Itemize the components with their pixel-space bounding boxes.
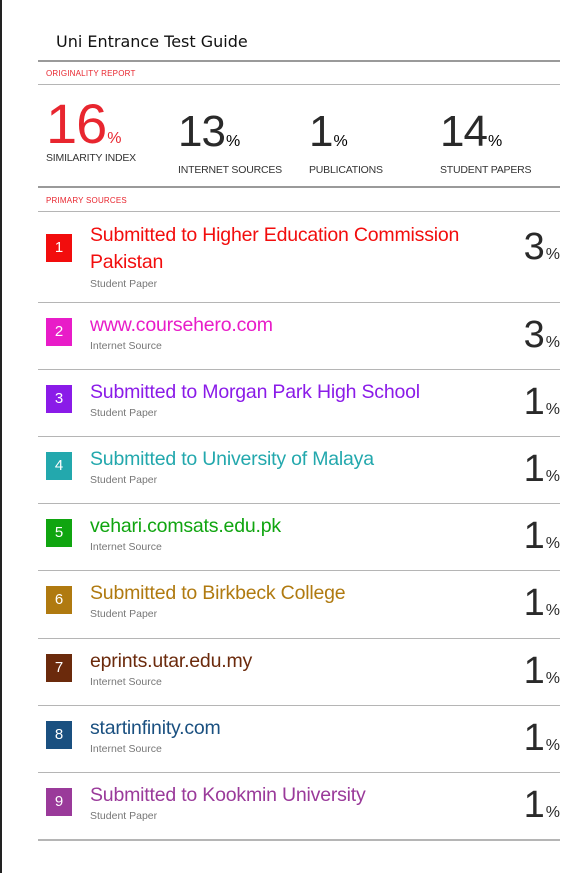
source-row[interactable]: 5 vehari.comsats.edu.pk Internet Source 1% [38, 503, 560, 570]
originality-report-label: ORIGINALITY REPORT [46, 69, 136, 78]
stat-student-papers: 14% STUDENT PAPERS [440, 107, 532, 177]
source-rank-badge: 1 [46, 234, 72, 262]
source-rank-badge: 3 [46, 385, 72, 413]
source-percent-value: 1 [523, 650, 545, 692]
document-title: Uni Entrance Test Guide [56, 32, 248, 51]
source-type: Student Paper [90, 474, 158, 486]
percent-sign: % [545, 804, 560, 821]
source-type: Student Paper [90, 608, 158, 620]
source-title[interactable]: Submitted to University of Malaya [90, 448, 374, 470]
source-percent-value: 1 [523, 784, 545, 826]
source-divider [38, 570, 560, 571]
source-title[interactable]: eprints.utar.edu.my [90, 650, 253, 672]
source-percent: 1% [524, 786, 560, 832]
percent-sign: % [545, 602, 560, 619]
source-title[interactable]: vehari.comsats.edu.pk [90, 515, 281, 537]
source-rank-badge: 7 [46, 654, 72, 682]
stat-label: INTERNET SOURCES [178, 164, 282, 176]
source-type: Student Paper [90, 278, 158, 290]
source-title[interactable]: Submitted to Higher Education Commission… [90, 224, 460, 273]
source-percent-value: 1 [523, 448, 545, 490]
source-divider [38, 839, 560, 841]
source-row[interactable]: 9 Submitted to Kookmin University Student … [38, 772, 560, 839]
report-divider [38, 84, 560, 85]
primary-sources-label: PRIMARY SOURCES [46, 196, 127, 205]
stat-label: PUBLICATIONS [309, 164, 383, 176]
source-rank-badge: 6 [46, 586, 72, 614]
source-row[interactable]: 8 startinfinity.com Internet Source 1% [38, 705, 560, 772]
source-divider [38, 302, 560, 303]
source-rank-badge: 5 [46, 519, 72, 547]
source-row[interactable]: 2 www.coursehero.com Internet Source 3% [38, 302, 560, 369]
percent-sign: % [333, 133, 348, 150]
source-type: Student Paper [90, 810, 158, 822]
percent-sign: % [225, 133, 241, 150]
source-percent-value: 3 [523, 226, 545, 268]
source-type: Internet Source [90, 541, 162, 553]
source-row[interactable]: 1 Submitted to Higher Education Commissio… [38, 212, 560, 302]
source-title[interactable]: Submitted to Kookmin University [90, 784, 366, 806]
source-divider [38, 772, 560, 773]
source-rank-badge: 2 [46, 318, 72, 346]
stat-label: STUDENT PAPERS [440, 164, 532, 176]
source-percent: 3% [524, 228, 560, 274]
source-percent: 1% [524, 652, 560, 698]
source-row[interactable]: 6 Submitted to Birkbeck College Student Pa… [38, 570, 560, 638]
source-type: Internet Source [90, 743, 162, 755]
source-percent: 3% [524, 316, 560, 362]
sources-top-rule [38, 186, 560, 188]
percent-sign: % [545, 468, 560, 485]
source-percent: 1% [524, 383, 560, 429]
source-title[interactable]: Submitted to Morgan Park High School [90, 381, 420, 403]
stat-similarity-index: 16% SIMILARITY INDEX [46, 96, 136, 165]
percent-sign: % [545, 535, 560, 552]
source-rank-badge: 9 [46, 788, 72, 816]
percent-sign: % [545, 246, 560, 263]
source-divider [38, 436, 560, 437]
source-percent-value: 1 [523, 381, 545, 423]
source-divider [38, 638, 560, 639]
stat-value: 1 [309, 107, 334, 156]
percent-sign: % [545, 334, 560, 351]
source-row[interactable]: 4 Submitted to University of Malaya Studen… [38, 436, 560, 503]
source-percent-value: 1 [523, 515, 545, 557]
report-top-rule [38, 60, 560, 62]
percent-sign: % [545, 670, 560, 687]
percent-sign: % [545, 401, 560, 418]
page-left-border [0, 0, 2, 873]
source-row[interactable]: 7 eprints.utar.edu.my Internet Source 1% [38, 638, 560, 705]
source-type: Student Paper [90, 407, 158, 419]
source-divider [38, 503, 560, 504]
source-percent-value: 3 [523, 314, 545, 356]
source-percent: 1% [524, 584, 560, 630]
source-rank-badge: 4 [46, 452, 72, 480]
source-title[interactable]: startinfinity.com [90, 717, 221, 739]
source-divider [38, 705, 560, 706]
source-title[interactable]: Submitted to Birkbeck College [90, 582, 346, 604]
stat-value: 14 [440, 107, 488, 156]
stat-publications: 1% PUBLICATIONS [309, 107, 383, 177]
source-title[interactable]: www.coursehero.com [90, 314, 273, 336]
source-percent: 1% [524, 517, 560, 563]
source-percent: 1% [524, 450, 560, 496]
stat-label: SIMILARITY INDEX [46, 152, 136, 164]
source-type: Internet Source [90, 676, 162, 688]
source-rank-badge: 8 [46, 721, 72, 749]
stat-value: 13 [178, 107, 226, 156]
source-percent-value: 1 [523, 582, 545, 624]
percent-sign: % [487, 133, 503, 150]
percent-sign: % [545, 737, 560, 754]
stat-value: 16 [46, 92, 107, 155]
source-percent-value: 1 [523, 717, 545, 759]
sources-divider [38, 211, 560, 212]
source-percent: 1% [524, 719, 560, 765]
source-divider [38, 369, 560, 370]
source-type: Internet Source [90, 340, 162, 352]
source-row[interactable]: 3 Submitted to Morgan Park High School Stu… [38, 369, 560, 436]
stat-internet-sources: 13% INTERNET SOURCES [178, 107, 282, 177]
percent-sign: % [107, 130, 122, 147]
